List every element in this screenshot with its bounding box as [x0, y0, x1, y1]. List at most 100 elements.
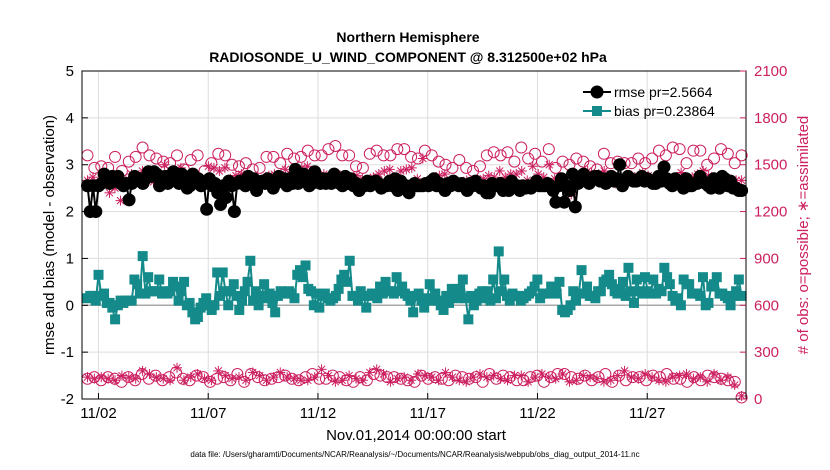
bias-point: [419, 302, 430, 313]
obs-possible-upper-point: [680, 157, 693, 170]
bias-point: [725, 300, 736, 311]
obs-assimilated-lower-point: [309, 372, 320, 383]
obs-assimilated-lower-point: [440, 367, 451, 378]
obs-possible-upper-point: [577, 155, 590, 168]
legend-rmse-label: rmse pr=2.5664: [614, 84, 713, 100]
bias-point: [493, 246, 504, 257]
bias-point: [339, 269, 350, 280]
bias-point: [529, 281, 540, 292]
obs-assimilated-lower-point: [564, 376, 575, 387]
obs-possible-upper-point: [129, 150, 142, 163]
bias-point: [140, 288, 151, 299]
bias-point: [358, 290, 369, 301]
obs-possible-upper-point: [405, 150, 418, 163]
bias-point: [631, 274, 642, 285]
obs-possible-lower-point: [176, 372, 189, 385]
bias-point: [237, 295, 248, 306]
x-tick-label: 11/17: [410, 405, 446, 422]
bias-point: [90, 295, 101, 306]
obs-possible-upper-point: [508, 155, 521, 168]
bias-point: [214, 290, 225, 301]
bias-point: [372, 293, 383, 304]
bias-point: [256, 290, 267, 301]
bias-point: [295, 265, 306, 276]
y2-tick-label: 0: [754, 391, 762, 408]
obs-assimilated-lower-point: [557, 369, 568, 380]
obs-assimilated-lower-point: [481, 372, 492, 383]
obs-possible-upper-point: [109, 150, 122, 163]
bias-point: [377, 288, 388, 299]
bias-point: [173, 295, 184, 306]
bias-point: [703, 297, 714, 308]
obs-assimilated-lower-point: [289, 373, 300, 384]
obs-assimilated-upper-point: [494, 165, 505, 176]
bias-point: [568, 286, 579, 297]
bias-point: [620, 290, 631, 301]
obs-assimilated-lower-point: [282, 372, 293, 383]
obs-possible-lower-point: [245, 368, 258, 381]
obs-assimilated-lower-point: [653, 375, 664, 386]
bias-point: [532, 274, 543, 285]
obs-assimilated-lower-point: [598, 376, 609, 387]
y-tick-label: 4: [66, 110, 74, 127]
bias-point: [132, 279, 143, 290]
bias-point: [93, 269, 104, 280]
bias-point: [380, 276, 391, 287]
bias-point: [344, 255, 355, 266]
rmse-point: [613, 158, 627, 172]
bias-point: [424, 279, 435, 290]
bias-point: [504, 295, 515, 306]
bias-point: [330, 290, 341, 301]
obs-possible-upper-point: [549, 161, 562, 174]
bias-point: [615, 283, 626, 294]
bias-point: [421, 293, 432, 304]
y-tick-label: 5: [66, 63, 74, 80]
obs-possible-upper-point: [260, 150, 273, 163]
bias-point: [499, 274, 510, 285]
obs-assimilated-lower-point: [681, 369, 692, 380]
obs-possible-upper-point: [384, 149, 397, 162]
obs-possible-upper-point: [377, 149, 390, 162]
obs-possible-upper-point: [632, 152, 645, 165]
y2-axis-label: # of obs: o=possible; ∗=assimilated: [795, 116, 812, 355]
y2-tick-label: 1500: [754, 157, 787, 174]
obs-assimilated-upper-point: [527, 161, 538, 172]
obs-possible-upper-point: [694, 144, 707, 157]
obs-possible-upper-point: [143, 149, 156, 162]
obs-assimilated-lower-point: [571, 375, 582, 386]
obs-assimilated-lower-point: [96, 372, 107, 383]
obs-assimilated-upper-point: [516, 165, 527, 176]
obs-assimilated-upper-point: [159, 159, 170, 170]
obs-assimilated-lower-point: [419, 370, 430, 381]
bias-point: [482, 286, 493, 297]
obs-possible-upper-point: [370, 144, 383, 157]
bias-point: [565, 300, 576, 311]
obs-assimilated-lower-point: [275, 367, 286, 378]
obs-possible-lower-point: [435, 372, 448, 385]
bias-point: [590, 293, 601, 304]
bias-point: [154, 274, 165, 285]
obs-assimilated-lower-point: [144, 369, 155, 380]
obs-assimilated-lower-point: [550, 373, 561, 384]
obs-possible-upper-point: [584, 160, 597, 173]
obs-assimilated-lower-point: [357, 375, 368, 386]
obs-possible-upper-point: [652, 144, 665, 157]
obs-possible-upper-point: [673, 143, 686, 156]
obs-possible-lower-point: [217, 371, 230, 384]
obs-assimilated-lower-point: [578, 370, 589, 381]
obs-possible-upper-point: [646, 152, 659, 165]
obs-possible-upper-point: [157, 155, 170, 168]
bias-point: [231, 290, 242, 301]
bias-point: [722, 293, 733, 304]
obs-possible-upper-point: [515, 141, 528, 154]
bias-point: [606, 279, 617, 290]
bias-point: [192, 312, 203, 322]
y-tick-label: 2: [66, 204, 74, 221]
obs-assimilated-upper-point: [214, 165, 225, 176]
bias-point: [656, 286, 667, 297]
obs-possible-upper-point: [281, 147, 294, 160]
obs-assimilated-lower-point: [206, 375, 217, 386]
grid-layer: [82, 70, 746, 400]
obs-possible-lower-point: [667, 372, 680, 385]
obs-possible-upper-point: [239, 157, 252, 170]
